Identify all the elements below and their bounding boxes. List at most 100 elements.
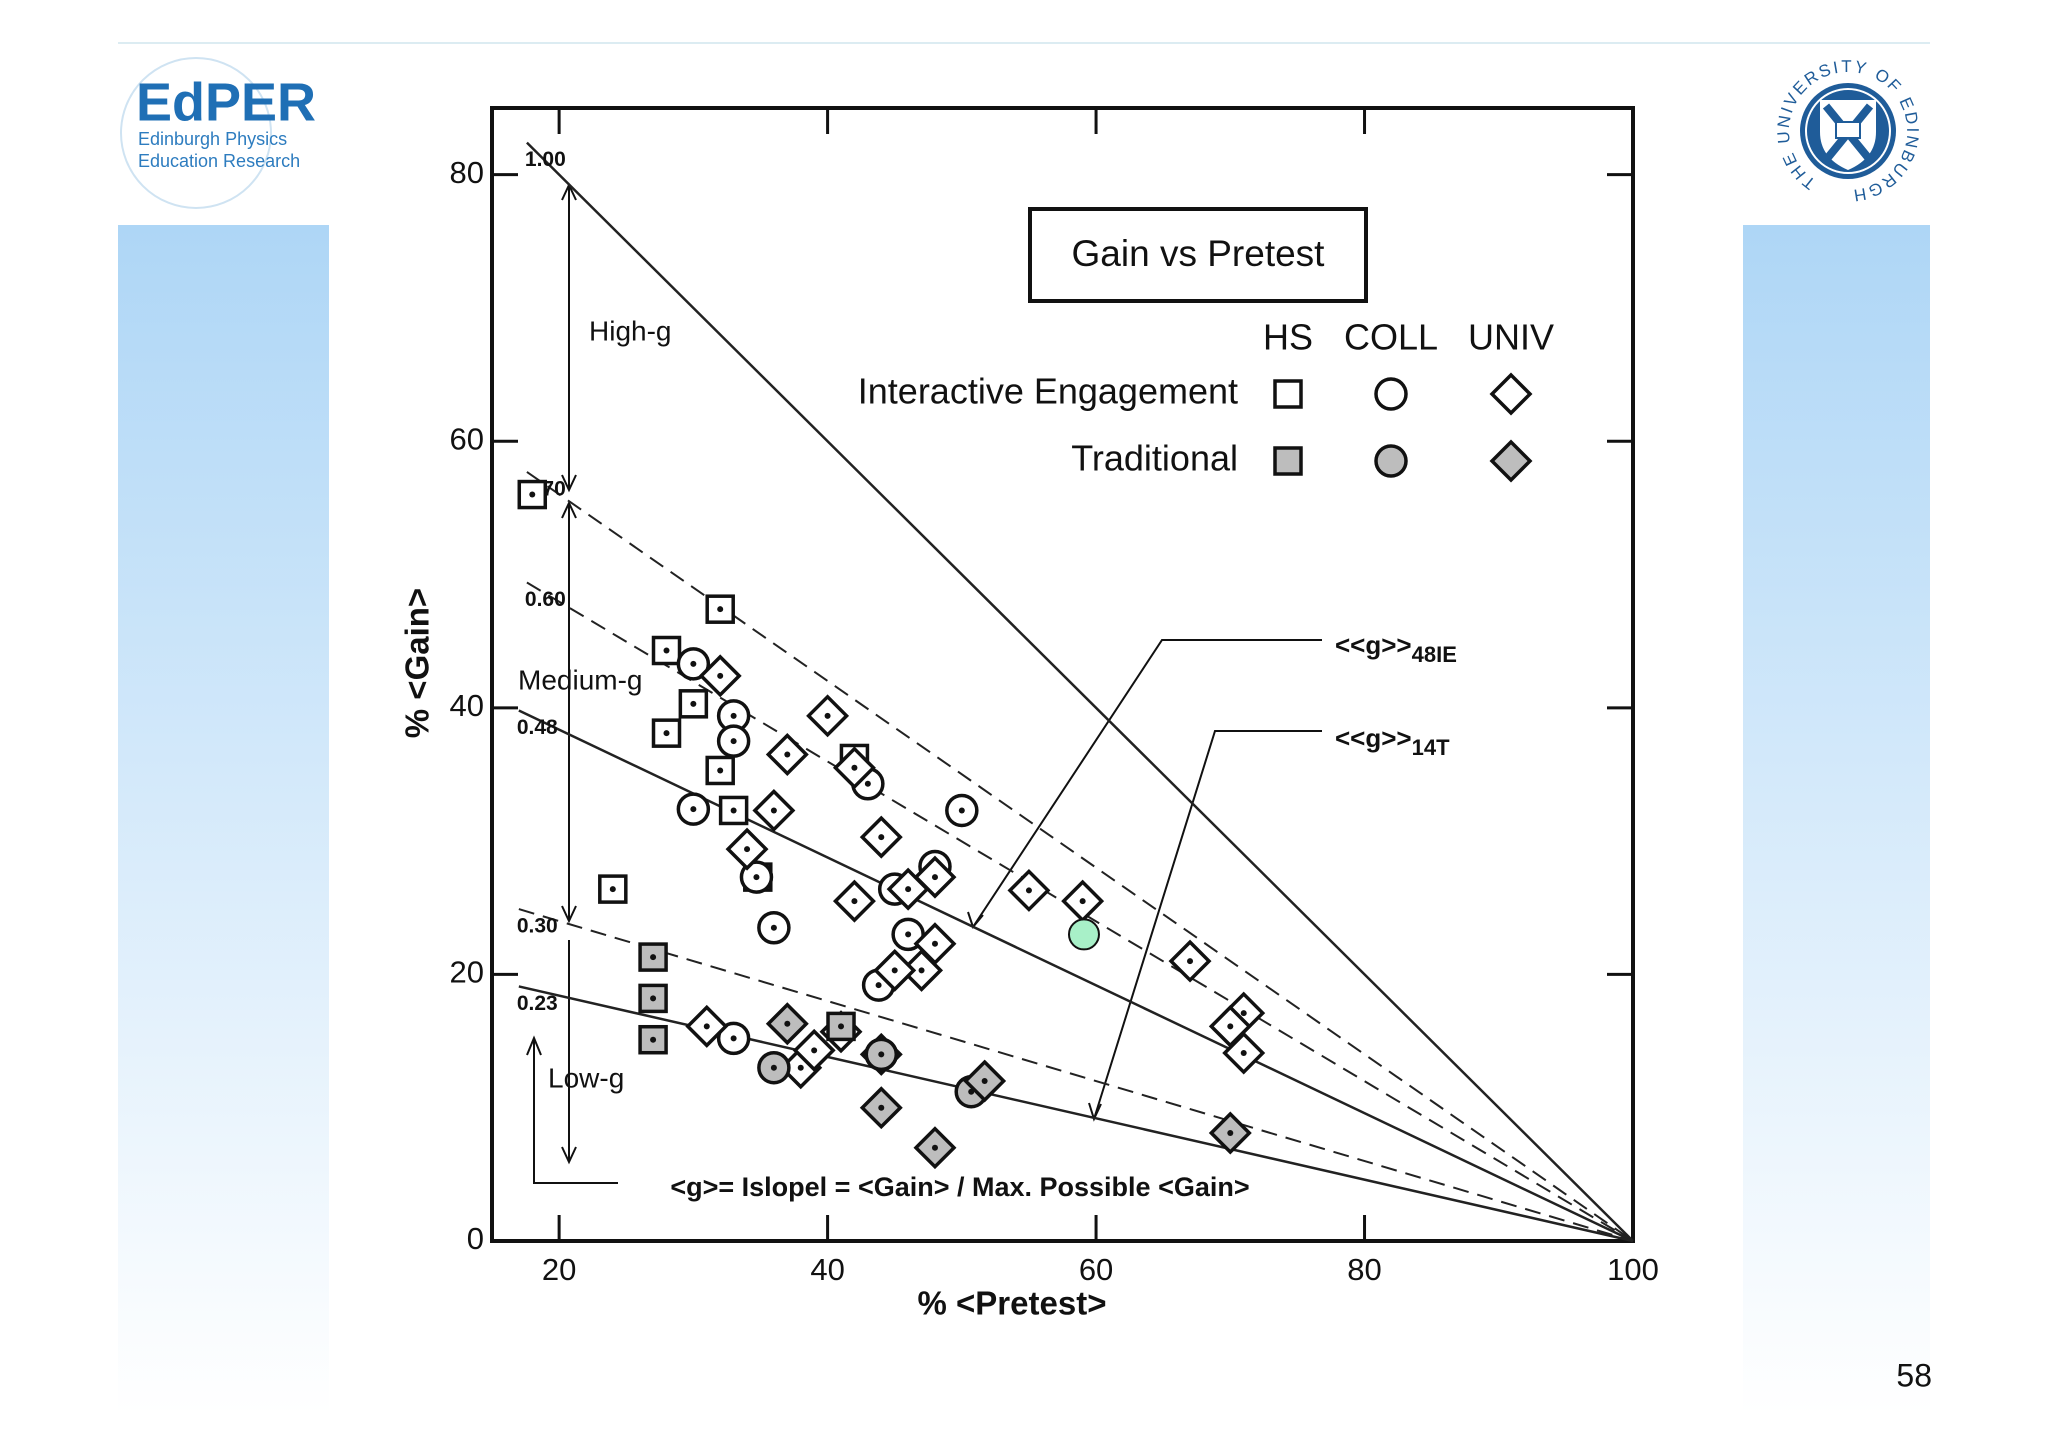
marker-dot xyxy=(730,1035,737,1042)
data-point xyxy=(705,755,735,786)
marker-dot xyxy=(784,751,791,758)
marker-dot xyxy=(770,1064,777,1071)
marker-dot xyxy=(730,807,737,814)
legend-row-label: Traditional xyxy=(1071,438,1238,479)
data-point xyxy=(676,792,711,826)
range-line xyxy=(533,185,618,1184)
data-point xyxy=(765,733,809,776)
data-point xyxy=(826,1011,856,1042)
marker-dot xyxy=(875,982,882,989)
chart-title: Gain vs Pretest xyxy=(1072,233,1326,274)
data-point xyxy=(765,1002,809,1046)
marker-dot xyxy=(663,730,670,737)
marker-dot xyxy=(730,712,737,719)
marker-dot xyxy=(851,898,858,905)
legend-symbol xyxy=(1273,379,1303,409)
y-tick-label: 40 xyxy=(450,688,484,723)
g-line-label: 0.60 xyxy=(525,588,566,611)
marker-diamond xyxy=(1489,372,1533,416)
marker-square xyxy=(651,635,682,666)
marker-dot xyxy=(690,700,697,707)
data-point xyxy=(864,1037,899,1072)
marker-square xyxy=(1273,446,1303,476)
annotation: <<g>>14T xyxy=(1335,723,1450,760)
highlight-point xyxy=(1067,918,1100,951)
marker-dot xyxy=(981,1078,988,1085)
marker-dot xyxy=(650,1036,657,1043)
marker-dot xyxy=(824,712,831,719)
formula: <g>= Islopel = <Gain> / Max. Possible <G… xyxy=(670,1172,1249,1202)
marker-dot xyxy=(717,606,724,613)
x-tick-label: 60 xyxy=(1079,1252,1113,1287)
data-point xyxy=(725,827,769,871)
marker-dot xyxy=(878,834,885,841)
marker-dot xyxy=(851,764,858,771)
side-panel xyxy=(1743,225,1930,1415)
g-line xyxy=(518,908,1634,1242)
legend-column-header: HS xyxy=(1263,317,1313,358)
marker-dot xyxy=(891,967,898,974)
legend-column-header: UNIV xyxy=(1468,317,1554,358)
chart: % <Pretest> % <Gain> Gain vs Pretest Hig… xyxy=(399,106,1659,1322)
data-point xyxy=(873,948,917,992)
marker-dot xyxy=(1187,958,1194,965)
marker-dot xyxy=(650,954,657,961)
legend-symbol xyxy=(1489,439,1533,483)
data-point xyxy=(676,647,711,681)
legend-title-box xyxy=(1028,207,1368,303)
x-tick-label: 20 xyxy=(542,1252,576,1287)
data-point xyxy=(832,879,876,923)
x-tick-label: 80 xyxy=(1347,1252,1381,1287)
marker-square xyxy=(638,983,668,1014)
marker-dot xyxy=(1240,1050,1247,1057)
marker-square xyxy=(638,1024,668,1055)
data-point xyxy=(638,942,668,972)
marker-dot xyxy=(753,874,760,881)
data-point xyxy=(1208,1111,1252,1155)
marker-dot xyxy=(784,1020,791,1027)
g-line-label: 0.48 xyxy=(517,716,558,739)
legend-symbol xyxy=(1374,444,1408,478)
side-panel xyxy=(118,225,329,1415)
g-line xyxy=(526,141,1634,1242)
series xyxy=(765,1002,1252,1170)
annotation: High-g xyxy=(589,315,671,346)
marker-dot xyxy=(744,846,751,853)
marker-dot xyxy=(811,1047,818,1054)
marker-dot xyxy=(918,967,925,974)
marker-dot xyxy=(690,660,697,667)
annotation-text: <<g>> xyxy=(1335,723,1412,753)
y-tick-label: 60 xyxy=(450,421,484,456)
data-point xyxy=(963,1059,1007,1103)
edper-logo: EdPER Edinburgh Physics Education Resear… xyxy=(120,57,316,209)
g-line-label: 0.23 xyxy=(517,992,558,1015)
data-point xyxy=(1222,1031,1266,1075)
data-point xyxy=(1007,868,1051,912)
data-point xyxy=(517,479,548,510)
marker-dot xyxy=(703,1023,710,1030)
marker-dot xyxy=(529,491,536,498)
annotation: <<g>>48IE xyxy=(1335,630,1457,667)
data-point xyxy=(832,746,876,790)
data-point xyxy=(757,911,791,945)
crest-book xyxy=(1835,121,1861,139)
x-axis-label: % <Pretest> xyxy=(918,1285,1107,1322)
y-tick-label: 0 xyxy=(467,1221,484,1256)
y-tick-label: 80 xyxy=(450,155,484,190)
legend-symbol xyxy=(1489,372,1533,416)
marker-dot xyxy=(931,1144,938,1151)
data-point xyxy=(638,1024,668,1055)
marker-dot xyxy=(958,807,965,814)
data-point xyxy=(913,1126,957,1170)
logo-subtitle: Edinburgh Physics xyxy=(138,129,287,149)
g-line xyxy=(526,581,1634,1242)
annotation: Medium-g xyxy=(518,664,642,695)
marker-dot xyxy=(797,1064,804,1071)
data-point xyxy=(757,1050,791,1085)
annotation-subscript: 14T xyxy=(1412,735,1450,760)
marker-dot xyxy=(1025,887,1032,894)
marker-dot xyxy=(609,886,616,893)
marker-dot xyxy=(1227,1130,1234,1137)
marker-dot xyxy=(770,807,777,814)
